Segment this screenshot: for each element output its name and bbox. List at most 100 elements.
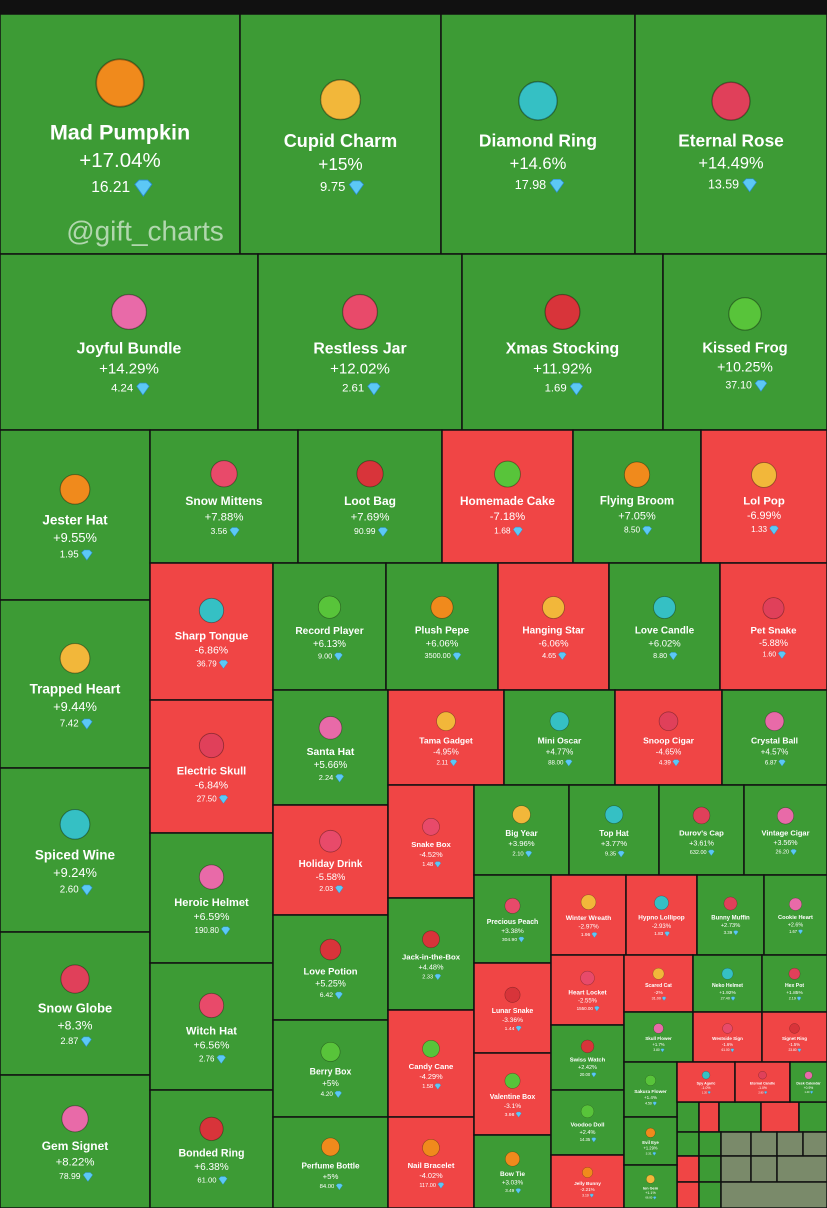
tile-group: Sakura Flower+1.4%4.50 [623, 1061, 678, 1118]
tile-change: -2.93% [652, 924, 672, 930]
tile-icon [645, 1074, 656, 1086]
tile-change: +3.03% [502, 1180, 524, 1187]
tile [760, 1101, 800, 1133]
diamond-icon [790, 849, 797, 856]
tile-name: Joyful Bundle [77, 340, 182, 357]
tile-price: 37.10 [725, 379, 752, 391]
tile-name: Eternal Candle [750, 1082, 775, 1086]
tile-price: 1.83 [654, 931, 663, 936]
tile [623, 1011, 694, 1063]
tile-icon [645, 1127, 656, 1138]
tile-change: -6.99% [747, 510, 782, 522]
diamond-icon [652, 1152, 657, 1156]
tile-change: +6.59% [194, 911, 230, 923]
tile-change: -4.29% [419, 1072, 443, 1081]
tile-group: Love Candle+6.02% 8.80 [608, 562, 721, 691]
tile-change: +9.24% [53, 865, 97, 880]
tile-icon [804, 1071, 813, 1080]
tile-group: Spiced Wine +9.24% 2.60 [0, 767, 151, 933]
tile-change: +9.44% [53, 699, 97, 714]
tile-icon [198, 864, 225, 890]
tile-group: Vintage Cigar +3.56% 26.20 [743, 784, 827, 876]
tile-icon [505, 1151, 520, 1167]
tile-price: 1.67 [789, 929, 798, 934]
tile-name: Sharp Tongue [175, 630, 249, 642]
tile-name: Santa Hat [307, 747, 355, 758]
tile-name: Signet Ring [782, 1036, 807, 1041]
tile-change: +5% [323, 1172, 339, 1181]
tile-name: Kissed Frog [702, 341, 787, 357]
tile [239, 13, 442, 255]
tile-icon [198, 992, 225, 1019]
tile-price: 1.69 [545, 383, 567, 395]
tile [0, 931, 151, 1076]
tile-change: +6.38% [194, 1162, 229, 1173]
tile-change: -6.86% [195, 645, 228, 657]
tile-icon [341, 293, 379, 330]
tile-change: +12.02% [330, 361, 390, 378]
tile-icon [544, 293, 581, 330]
tile-group: Westside Sign-1.6%61.00 [692, 1011, 763, 1063]
tile-icon [721, 967, 734, 980]
diamond-icon [221, 926, 231, 936]
tile-name: Record Player [295, 626, 363, 637]
tile-icon [319, 829, 342, 853]
tile-icon [317, 595, 342, 619]
tile [497, 562, 610, 691]
tile-group: Berry Box+5% 4.20 [272, 1019, 389, 1118]
tile [387, 689, 505, 786]
tile [297, 429, 443, 564]
diamond-icon [594, 1006, 600, 1012]
tile-change: +1.4% [644, 1095, 657, 1100]
tile [473, 874, 552, 964]
tile [750, 1155, 778, 1183]
diamond-icon [778, 759, 786, 767]
tile [272, 914, 389, 1021]
tile-icon [198, 597, 225, 624]
tile-group: Heroic Helmet +6.59% 190.80 [149, 832, 274, 964]
tile-icon [751, 462, 777, 488]
tile-icon [788, 967, 801, 980]
tile-icon [210, 460, 238, 488]
tile-change: -6.06% [538, 638, 569, 649]
diamond-icon [348, 180, 365, 196]
tile-change: +14.6% [510, 154, 567, 173]
tile-change: +3.56% [773, 839, 798, 847]
tile-change: +2.4% [580, 1130, 596, 1136]
diamond-icon [660, 1048, 665, 1053]
tile-price: 14.35 [580, 1137, 591, 1142]
tile-icon [758, 1070, 767, 1080]
tile-group: Top Hat+3.77% 9.35 [568, 784, 660, 876]
tile-change: +7.69% [351, 511, 390, 523]
tile-change: -3.1% [504, 1103, 521, 1110]
tile-change: +7.88% [205, 511, 244, 523]
tile-price: 88.00 [548, 759, 564, 766]
tile-name: Westside Sign [712, 1036, 743, 1041]
tile-icon [580, 894, 597, 910]
diamond-icon [777, 651, 787, 660]
tile-icon [199, 1116, 224, 1141]
diamond-icon [229, 527, 240, 537]
tile-group: Gem Signet +8.22% 78.99 [0, 1074, 151, 1208]
tile-name: Snow Mittens [185, 494, 262, 508]
tile-price: 3.31 [646, 1152, 652, 1156]
tile-group: Spy Agaric-1.0%1.20 [676, 1061, 736, 1103]
tile [750, 1131, 778, 1157]
tile-icon [95, 58, 145, 108]
tile [272, 804, 389, 916]
tile-price: 7.42 [60, 718, 79, 729]
tile-group: Evil Eye+1.29%3.31 [623, 1116, 678, 1166]
diamond-icon [672, 759, 680, 767]
tile-group: Diamond Ring +14.6% 17.98 [440, 13, 636, 255]
tile-group: Xmas Stocking +11.92% 1.69 [461, 253, 664, 431]
tile-name: Loot Bag [344, 494, 396, 508]
tile [720, 1181, 827, 1208]
tile-group: Skull Flower+1.7%3.80 [623, 1011, 694, 1063]
top-bar [0, 0, 827, 14]
tile-group: Tama Gadget -4.95% 2.11 [387, 689, 505, 786]
tile-icon [654, 895, 669, 911]
tile-price: 2.60 [60, 884, 80, 895]
diamond-icon [525, 850, 533, 858]
tile-price: 2.33 [422, 974, 433, 980]
tiny-tiles [676, 1101, 827, 1208]
